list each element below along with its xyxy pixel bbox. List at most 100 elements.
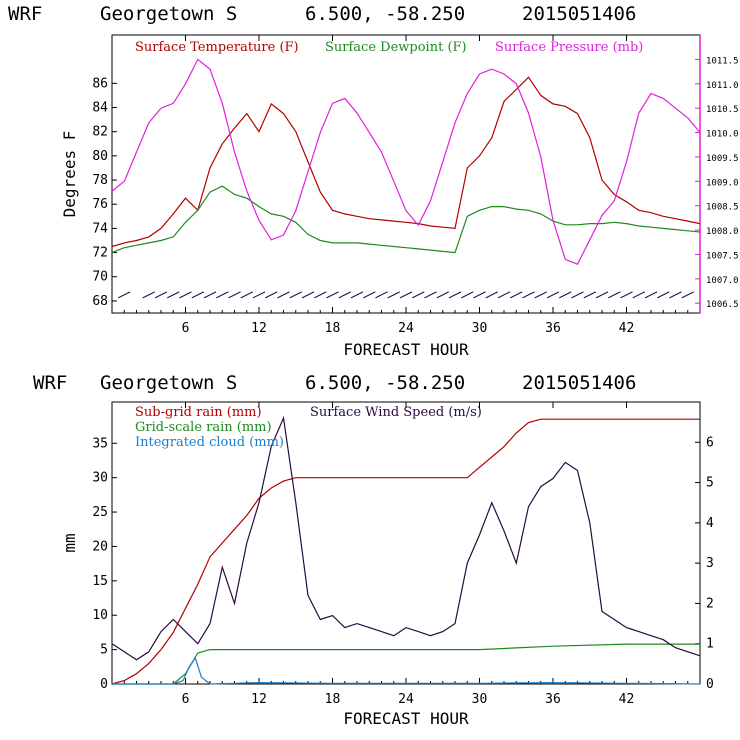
wind-barb: [632, 291, 645, 299]
x-tick-label: 18: [325, 692, 341, 707]
wind-barb: [277, 291, 290, 299]
chart2-series: [111, 415, 701, 685]
chart2-model: WRF: [33, 372, 67, 394]
x-tick-label: 42: [619, 321, 635, 336]
x-tick-label: 30: [472, 321, 488, 336]
wind-barb: [179, 291, 192, 299]
y-tick-label: 0: [100, 677, 108, 692]
y2-tick-label: 3: [706, 556, 714, 571]
y-tick-label: 78: [92, 173, 108, 188]
y-tick-label: 80: [92, 149, 108, 164]
wind-barb: [534, 291, 547, 299]
x-tick-label: 12: [251, 321, 267, 336]
y-tick-label: 72: [92, 246, 108, 261]
wind-barb: [350, 291, 364, 299]
chart1-station: Georgetown S: [100, 3, 237, 25]
wind-barb: [326, 291, 339, 299]
y-tick-label: 5: [100, 643, 108, 658]
wind-barb: [559, 291, 572, 299]
y2-tick-label: 0: [706, 677, 714, 692]
y2-tick-label: 1: [706, 637, 714, 652]
y-tick-label: 86: [92, 76, 108, 91]
y-tick-label: 25: [92, 505, 108, 520]
y2-tick-label: 1011.5: [706, 56, 739, 66]
wind-barb: [240, 291, 253, 299]
wind-barb: [265, 291, 278, 299]
x-tick-label: 42: [619, 692, 635, 707]
series-line-2: [112, 656, 701, 685]
y-tick-label: 82: [92, 125, 108, 140]
x-tick-label: 36: [545, 321, 561, 336]
series-line-1: [111, 185, 701, 254]
wind-barb: [657, 291, 670, 299]
y2-tick-label: 1007.0: [706, 276, 739, 286]
y-tick-label: 35: [92, 436, 108, 451]
chart2-legend-cloud: Integrated cloud (mm): [135, 435, 284, 450]
y-tick-label: 70: [92, 270, 108, 285]
x-tick-label: 6: [182, 692, 190, 707]
y2-tick-label: 1007.5: [706, 251, 739, 261]
y2-tick-label: 2: [706, 596, 714, 611]
x-tick-label: 30: [472, 692, 488, 707]
chart1-plot-frame: [111, 34, 701, 314]
wind-barb: [485, 291, 498, 299]
chart1-ylabel: Degrees F: [60, 131, 79, 218]
wind-barb: [644, 291, 658, 299]
chart1-series: [111, 58, 701, 265]
wind-barb: [595, 291, 609, 299]
chart1-model: WRF: [8, 3, 42, 25]
chart2-run: 2015051406: [522, 372, 636, 394]
x-tick-label: 12: [251, 692, 267, 707]
y-tick-label: 15: [92, 574, 108, 589]
wind-barb: [522, 291, 535, 299]
x-tick-label: 24: [398, 692, 414, 707]
x-tick-label: 6: [182, 321, 190, 336]
wind-barb: [191, 291, 204, 299]
chart2-legend-subgrid: Sub-grid rain (mm): [135, 405, 262, 420]
chart2-header: WRF Georgetown S 6.500, -58.250 20150514…: [33, 372, 636, 394]
chart1-xlabel: FORECAST HOUR: [343, 340, 469, 359]
wind-barb: [142, 291, 155, 299]
chart2-legend-gridscale: Grid-scale rain (mm): [135, 420, 272, 435]
chart2-coords: 6.500, -58.250: [305, 372, 465, 394]
chart2-left-ticks: 0 5 10 15 20 25 30 35: [92, 436, 117, 692]
y-tick-label: 76: [92, 197, 108, 212]
x-tick-label: 36: [545, 692, 561, 707]
chart2-legend-wind: Surface Wind Speed (m/s): [310, 405, 482, 420]
wind-barb: [314, 291, 327, 299]
chart2-ylabel: mm: [60, 533, 79, 552]
y2-tick-label: 1011.0: [706, 81, 739, 91]
y-tick-label: 84: [92, 101, 108, 116]
wind-barb: [497, 291, 511, 299]
wind-barb: [363, 291, 376, 299]
wind-barb: [338, 291, 351, 299]
y-tick-label: 68: [92, 294, 108, 309]
y-tick-label: 74: [92, 221, 108, 236]
wind-barb: [436, 291, 449, 299]
chart1-legend-temperature: Surface Temperature (F): [135, 40, 299, 55]
series-line-3: [111, 415, 701, 661]
wind-barb: [154, 291, 168, 299]
wind-barb: [510, 291, 523, 299]
wind-barb: [118, 291, 131, 299]
series-line-0: [111, 418, 700, 685]
chart1-wind-barbs: [118, 291, 694, 299]
series-line-2: [111, 58, 701, 265]
chart2-right-ticks: 0 1 2 3 4 5 6: [695, 435, 714, 692]
wind-barb: [448, 291, 462, 299]
y2-tick-label: 1010.5: [706, 105, 739, 115]
wind-barb: [424, 291, 437, 299]
wind-barb: [216, 291, 229, 299]
chart1-run: 2015051406: [522, 3, 636, 25]
chart1-x-ticks: 6 12 18 24 30 36 42: [123, 35, 689, 336]
y2-tick-label: 1008.5: [706, 203, 739, 213]
chart2-station: Georgetown S: [100, 372, 237, 394]
y-tick-label: 30: [92, 471, 108, 486]
chart2-xlabel: FORECAST HOUR: [343, 709, 469, 728]
wind-barb: [387, 291, 400, 299]
y2-tick-label: 6: [706, 435, 714, 450]
wind-barb: [669, 291, 682, 299]
wind-barb: [681, 291, 694, 299]
